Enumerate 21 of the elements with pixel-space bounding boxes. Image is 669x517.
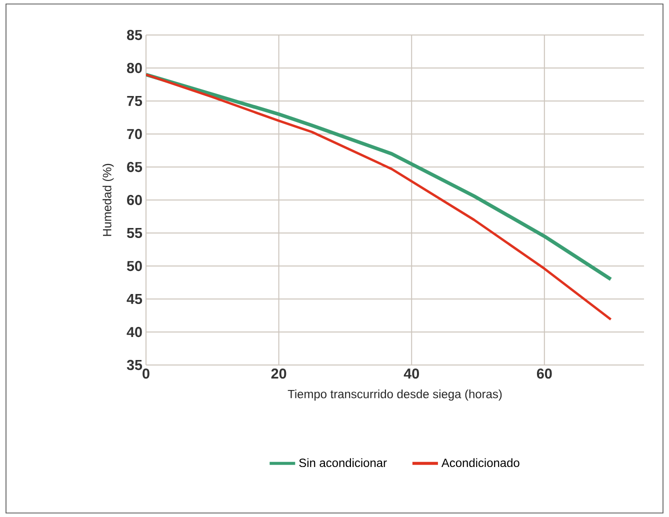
y-tick-label: 35 <box>126 360 142 370</box>
y-tick-label: 75 <box>127 96 142 106</box>
legend-label: Sin acondicionar <box>299 458 387 468</box>
y-tick-label: 85 <box>126 30 142 40</box>
y-tick-label: 60 <box>127 194 142 206</box>
y-tick-label: 50 <box>126 260 142 272</box>
line-series <box>146 72 613 281</box>
line-series <box>146 73 612 321</box>
y-tick-label: 40 <box>126 326 142 338</box>
y-tick-label: 80 <box>126 62 142 74</box>
x-tick-label: 20 <box>271 368 286 379</box>
y-axis-title: Humedad (%) <box>102 164 114 236</box>
x-axis-title: Tiempo transcurrido desde siega (horas) <box>288 390 502 401</box>
y-tick-label: 45 <box>126 294 142 304</box>
x-tick-label: 60 <box>536 368 552 379</box>
y-tick-label: 65 <box>127 162 142 172</box>
y-tick-label: 70 <box>127 128 142 140</box>
y-tick-label: 55 <box>126 228 142 238</box>
x-tick-label: 0 <box>142 368 150 379</box>
x-tick-label: 40 <box>404 368 419 379</box>
legend-label: Acondicionado <box>441 458 520 468</box>
